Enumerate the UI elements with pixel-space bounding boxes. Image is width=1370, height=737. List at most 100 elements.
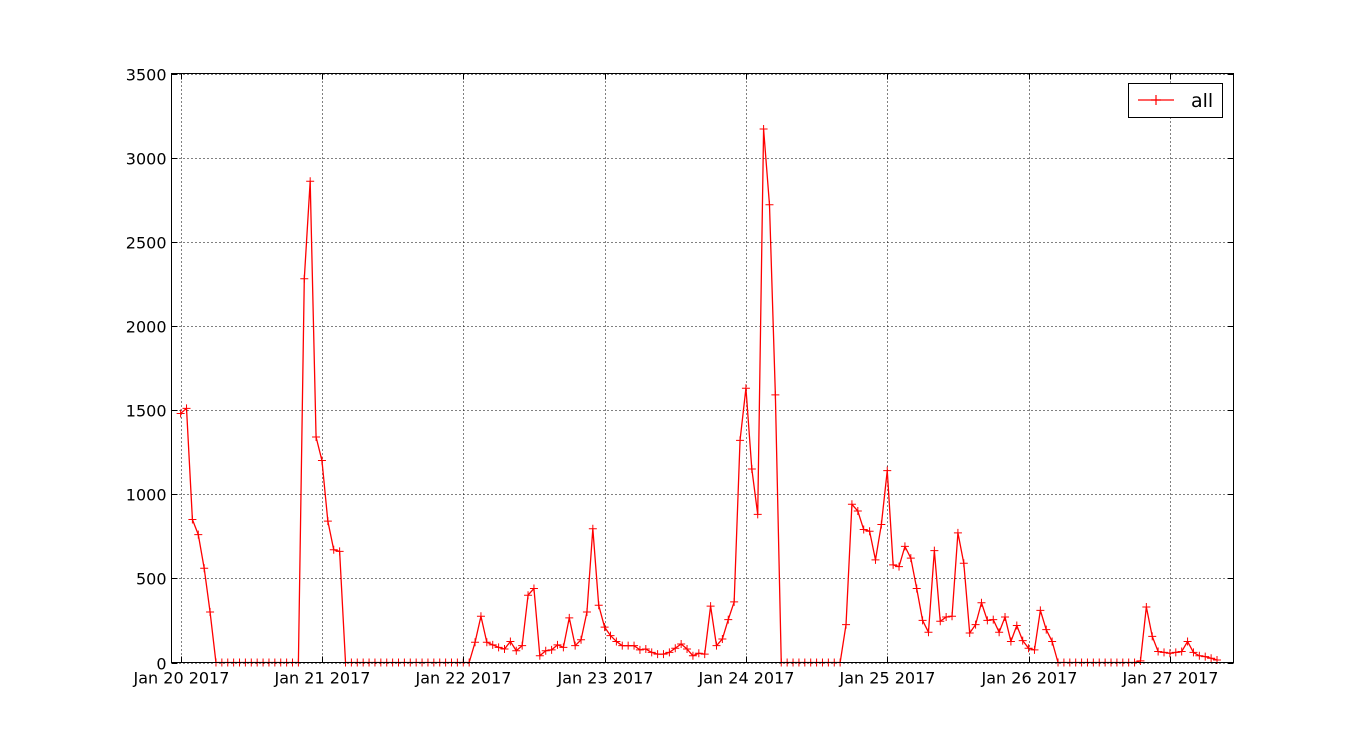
data-point (571, 641, 580, 650)
data-point (529, 584, 538, 593)
data-point (206, 608, 215, 617)
data-point (471, 638, 480, 647)
data-point (771, 390, 780, 399)
data-point (1006, 637, 1015, 646)
data-point (865, 527, 874, 536)
x-axis: Jan 20 2017 Jan 21 2017 Jan 22 2017 Jan 23 … (133, 73, 1219, 688)
data-point (712, 641, 721, 650)
series-line-all (180, 128, 1218, 664)
x-tick-label: Jan 23 2017 (557, 669, 654, 688)
legend: all (1128, 83, 1223, 118)
data-point (1177, 647, 1186, 656)
data-point (930, 546, 939, 555)
data-point (553, 640, 562, 649)
data-point (630, 641, 639, 650)
data-point (948, 612, 957, 621)
data-point (683, 645, 692, 654)
y-tick-label: 2000 (126, 318, 167, 337)
data-point (853, 507, 862, 516)
legend-marker (1151, 95, 1161, 105)
data-point (494, 643, 503, 652)
data-point (724, 615, 733, 624)
data-point (588, 524, 597, 533)
data-point (176, 409, 185, 418)
data-point (1048, 637, 1057, 646)
data-point (912, 584, 921, 593)
x-tick-label: Jan 27 2017 (1122, 669, 1219, 688)
grid-lines (171, 73, 1234, 664)
data-point (924, 628, 933, 637)
y-tick-label: 0 (156, 655, 166, 674)
data-point (765, 200, 774, 209)
data-point (936, 617, 945, 626)
data-point (889, 560, 898, 569)
data-point (859, 525, 868, 534)
data-point (842, 620, 851, 629)
data-point (906, 554, 915, 563)
data-point (188, 515, 197, 524)
x-tick-label: Jan 25 2017 (839, 669, 936, 688)
data-point (559, 643, 568, 652)
data-point (182, 404, 191, 413)
data-point (476, 612, 485, 621)
data-point (741, 384, 750, 393)
y-tick-label: 1000 (126, 486, 167, 505)
data-point (1183, 637, 1192, 646)
y-tick-label: 2500 (126, 234, 167, 253)
data-point (694, 649, 703, 658)
data-point (1160, 648, 1169, 657)
data-point (671, 644, 680, 653)
x-tick-label: Jan 21 2017 (274, 669, 371, 688)
data-point (959, 559, 968, 568)
data-point (747, 464, 756, 473)
x-tick-label: Jan 26 2017 (981, 669, 1078, 688)
data-point (847, 500, 856, 509)
data-point (541, 646, 550, 655)
data-point (730, 597, 739, 606)
data-point (965, 629, 974, 638)
data-point (895, 562, 904, 571)
legend-label: all (1191, 90, 1213, 112)
data-point (706, 602, 715, 611)
data-point (989, 615, 998, 624)
data-point (1165, 649, 1174, 658)
data-point (306, 177, 315, 186)
data-point (1001, 613, 1010, 622)
y-tick-label: 3000 (126, 150, 167, 169)
data-point (606, 631, 615, 640)
data-point (971, 620, 980, 629)
data-point (688, 651, 697, 660)
data-point (317, 456, 326, 465)
data-point (582, 608, 591, 617)
data-point (1195, 651, 1204, 660)
data-point (200, 564, 209, 573)
data-point (329, 545, 338, 554)
x-tick-label: Jan 24 2017 (698, 669, 795, 688)
data-point (1030, 645, 1039, 654)
data-point (577, 635, 586, 644)
data-point (635, 645, 644, 654)
data-point (565, 613, 574, 622)
series-line-group (176, 125, 1222, 667)
data-point (1036, 606, 1045, 615)
data-point (753, 510, 762, 519)
data-point (677, 639, 686, 648)
data-point (612, 637, 621, 646)
data-point (718, 634, 727, 643)
data-point (1154, 647, 1163, 656)
data-point (482, 638, 491, 647)
y-tick-label: 500 (136, 570, 167, 589)
data-point (871, 555, 880, 564)
data-point (953, 528, 962, 537)
data-point (1189, 648, 1198, 657)
data-point (665, 648, 674, 657)
data-point (323, 517, 332, 526)
data-point (518, 641, 527, 650)
data-point (194, 530, 203, 539)
data-point (300, 274, 309, 283)
data-point (312, 433, 321, 441)
data-point (1201, 652, 1210, 661)
data-point (983, 616, 992, 625)
data-point (335, 547, 344, 556)
data-point (1136, 656, 1145, 665)
